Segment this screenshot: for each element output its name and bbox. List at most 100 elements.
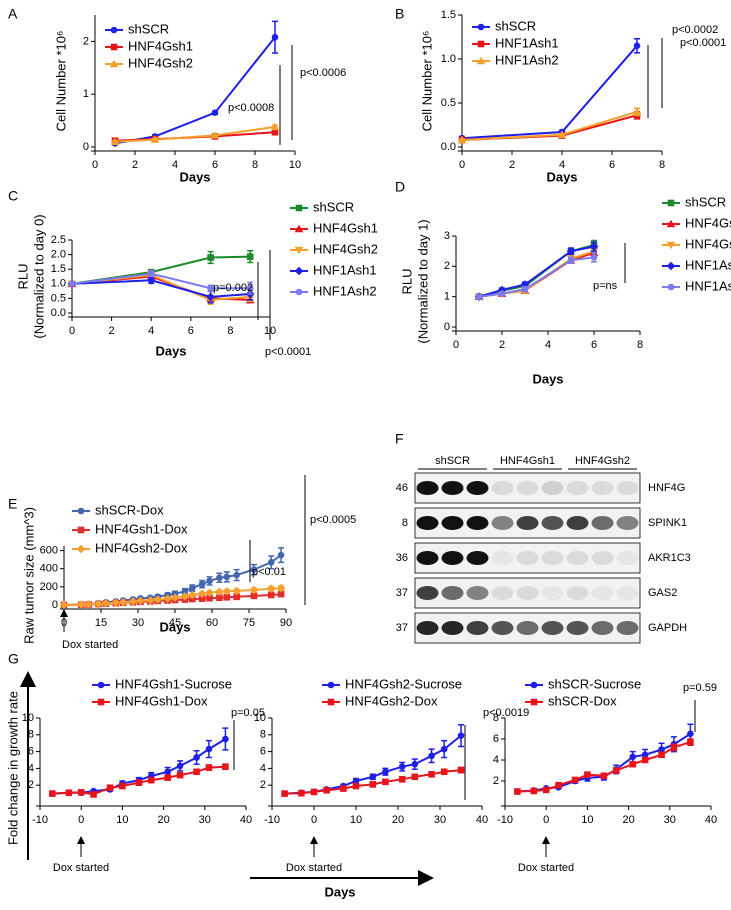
legend-marker: [531, 699, 538, 706]
x-tick-label: -10: [264, 814, 280, 826]
legend-label: HNF4Gsh2-Dox: [345, 693, 438, 708]
x-tick-label: 0: [453, 339, 459, 351]
data-point: [268, 559, 275, 566]
legend-marker: [78, 508, 85, 515]
data-point: [66, 789, 73, 796]
data-point: [177, 772, 184, 779]
data-point: [629, 754, 636, 761]
legend-label: HNF4Gsh1: [685, 215, 731, 230]
legend-marker: [111, 27, 118, 34]
y-tick-label: 6: [493, 733, 499, 745]
data-point: [687, 739, 694, 746]
x-tick-label: 8: [227, 325, 233, 337]
y-tick-label: 2.5: [51, 234, 66, 246]
legend-label: HNF4Gsh2-Dox: [95, 540, 188, 555]
blot-band: [517, 516, 539, 530]
x-tick-label: 10: [350, 814, 362, 826]
legend-label: HNF1Ash2: [313, 283, 377, 298]
blot-group: HNF4Gsh2: [575, 455, 630, 467]
y-tick-label: 0.5: [51, 292, 66, 304]
blot-band: [417, 516, 439, 530]
blot-band: [592, 481, 614, 495]
x-tick-label: 10: [289, 159, 301, 171]
data-point: [272, 34, 279, 41]
data-point: [522, 286, 529, 293]
x-axis-label: Days: [546, 169, 577, 184]
annotation: p=0.002: [213, 282, 253, 294]
annotation: p<0.0008: [228, 102, 274, 114]
legend-marker: [478, 41, 485, 48]
protein-label: AKR1C3: [648, 552, 691, 564]
blot-band: [617, 621, 639, 635]
data-point: [370, 774, 377, 781]
g-y-label: Fold change in growth rate: [5, 691, 20, 845]
legend-marker: [668, 284, 675, 291]
data-point: [206, 578, 213, 585]
data-point: [634, 43, 641, 50]
y-tick-label: 0.5: [441, 97, 456, 109]
legend-label: HNF4Gsh1-Dox: [115, 693, 208, 708]
blot-band: [442, 621, 464, 635]
x-tick-label: 2: [509, 159, 515, 171]
blot-band: [442, 481, 464, 495]
blot-band: [442, 516, 464, 530]
series-line: [479, 247, 594, 297]
x-tick-label: 10: [581, 814, 593, 826]
protein-label: GAS2: [648, 587, 677, 599]
data-point: [119, 783, 126, 790]
legend-marker: [295, 267, 304, 276]
data-point: [69, 281, 76, 288]
data-point: [206, 764, 213, 771]
legend-marker: [77, 545, 86, 554]
protein-label: SPINK1: [648, 517, 687, 529]
data-point: [298, 790, 305, 797]
blot-band: [617, 481, 639, 495]
data-point: [382, 779, 389, 786]
data-point: [177, 763, 184, 770]
x-tick-label: 4: [148, 325, 154, 337]
y-tick-label: 2: [493, 775, 499, 787]
y-tick-label: 4: [260, 762, 266, 774]
data-point: [613, 767, 620, 774]
x-tick-label: 20: [392, 814, 404, 826]
blot-band: [417, 481, 439, 495]
blot-band: [542, 586, 564, 600]
y-tick-label: 1.5: [51, 263, 66, 275]
data-point: [499, 290, 506, 297]
x-axis-label: Days: [179, 169, 210, 184]
panel-label: G: [8, 651, 19, 667]
x-tick-label: 4: [545, 339, 551, 351]
legend-marker: [296, 205, 303, 212]
y-tick-label: 2.0: [51, 249, 66, 261]
y-axis-label: Cell Number *10⁶: [53, 31, 68, 132]
y-tick-label: 2: [260, 779, 266, 791]
blot-band: [442, 551, 464, 565]
data-point: [164, 774, 171, 781]
annotation: Dox started: [62, 639, 118, 651]
legend-label: HNF1Ash1: [495, 35, 559, 50]
data-point: [642, 757, 649, 764]
legend-label: shSCR: [495, 18, 536, 33]
data-point: [148, 777, 155, 784]
x-tick-label: 0: [459, 159, 465, 171]
x-axis-label: Days: [155, 343, 186, 358]
data-point: [222, 736, 229, 743]
x-tick-label: 0: [543, 814, 549, 826]
blot-band: [517, 551, 539, 565]
data-point: [247, 253, 254, 260]
data-point: [49, 790, 56, 797]
y-tick-label: 400: [40, 563, 58, 575]
data-point: [476, 293, 483, 300]
legend-marker: [328, 682, 335, 689]
legend-label: HNF4Gsh1-Dox: [95, 521, 188, 536]
y-tick-label: 2: [444, 260, 450, 272]
x-tick-label: 30: [664, 814, 676, 826]
blot-band: [542, 481, 564, 495]
mw-label: 8: [402, 517, 408, 529]
y-tick-label: 8: [260, 729, 266, 741]
blot-band: [467, 586, 489, 600]
x-tick-label: 10: [116, 814, 128, 826]
data-point: [212, 109, 219, 116]
x-tick-label: 15: [95, 617, 107, 629]
